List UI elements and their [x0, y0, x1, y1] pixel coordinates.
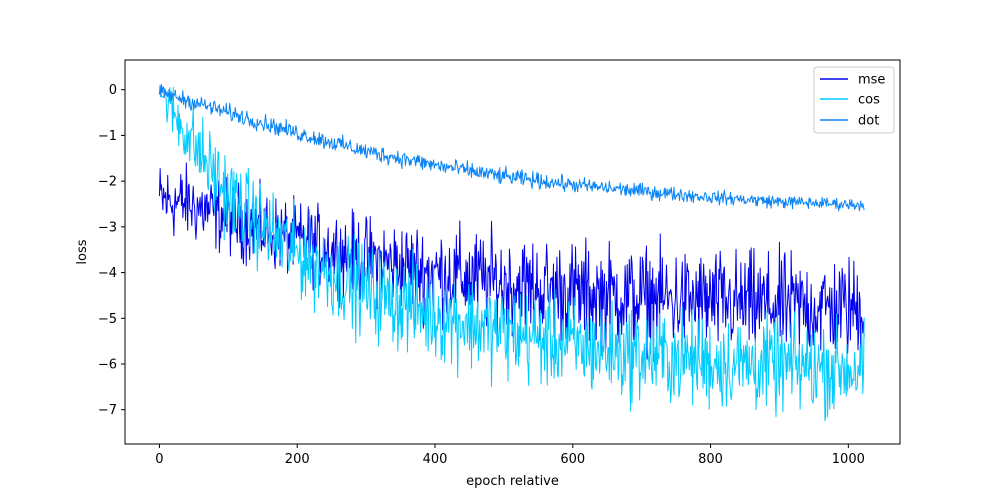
legend-label-dot: dot — [858, 114, 879, 129]
y-tick-label: −3 — [98, 220, 117, 235]
legend: mse cos dot — [813, 66, 895, 134]
x-tick-label: 0 — [155, 452, 163, 467]
series-line-dot — [158, 84, 865, 212]
x-axis-label: epoch relative — [466, 474, 559, 489]
y-tick-label: −7 — [98, 403, 117, 418]
y-tick-label: −4 — [98, 266, 117, 281]
x-tick-label: 600 — [560, 452, 585, 467]
legend-label-mse: mse — [858, 73, 885, 88]
legend-label-cos: cos — [858, 93, 880, 108]
y-tick-label: −2 — [98, 175, 117, 190]
series-line-cos — [158, 87, 865, 422]
y-axis-label: loss — [75, 239, 90, 264]
y-tick-label: −1 — [98, 129, 117, 144]
y-tick-label: 0 — [109, 83, 117, 98]
x-tick-label: 400 — [423, 452, 448, 467]
legend-box — [813, 66, 895, 134]
x-tick-label: 800 — [698, 452, 723, 467]
y-tick-label: −6 — [98, 358, 117, 373]
x-tick-label: 200 — [285, 452, 310, 467]
y-tick-label: −5 — [98, 312, 117, 327]
series-layer — [158, 84, 865, 422]
x-tick-label: 1000 — [832, 452, 865, 467]
plot-frame — [124, 59, 901, 445]
x-axis: 0 200 400 600 800 1000 — [155, 444, 865, 467]
y-axis: 0 −1 −2 −3 −4 −5 −6 −7 — [98, 83, 125, 418]
